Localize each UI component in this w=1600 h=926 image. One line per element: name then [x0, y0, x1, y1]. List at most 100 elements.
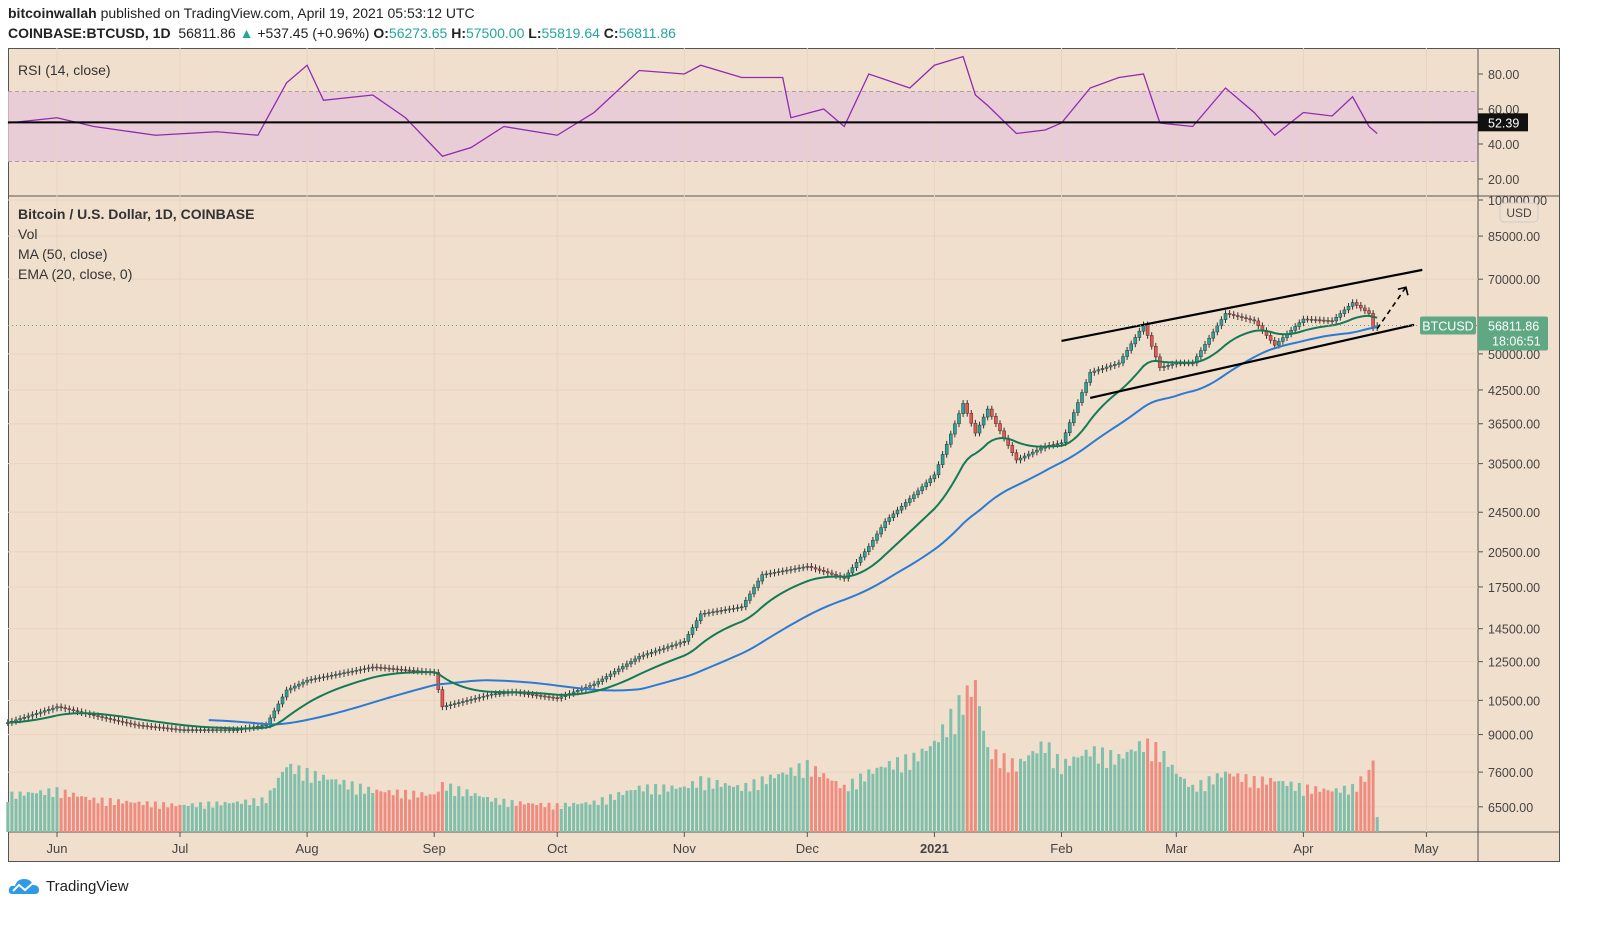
publish-info: bitcoinwallah published on TradingView.c… — [8, 5, 475, 21]
vol-legend[interactable]: Vol — [18, 226, 38, 242]
candle — [1268, 335, 1273, 341]
volume-bar — [10, 791, 14, 832]
volume-bar — [379, 791, 383, 832]
volume-bar — [875, 767, 879, 832]
rsi-legend[interactable]: RSI (14, close) — [18, 62, 111, 78]
candle — [715, 610, 719, 613]
candle — [1236, 315, 1240, 317]
volume-bar — [244, 799, 248, 832]
volume-bar — [1162, 750, 1166, 832]
projection-arrow — [1376, 286, 1407, 330]
candle — [543, 695, 547, 698]
candle — [1035, 449, 1039, 453]
volume-bar — [846, 791, 850, 832]
author[interactable]: bitcoinwallah — [8, 5, 97, 21]
candle — [1022, 455, 1027, 459]
candle — [96, 715, 100, 717]
ema-20-line — [7, 314, 1378, 730]
volume-bar — [346, 789, 350, 832]
y-tick-label: 85000.00 — [1488, 230, 1540, 244]
volume-bar — [785, 774, 789, 832]
volume-bar — [1051, 768, 1055, 832]
volume-bar — [822, 773, 826, 832]
volume-bar — [248, 805, 252, 832]
candle — [682, 641, 687, 643]
x-tick-label: Jun — [47, 841, 68, 856]
volume-bar — [789, 767, 793, 832]
tradingview-logo[interactable]: TradingView — [8, 876, 129, 896]
main-legend[interactable]: Bitcoin / U.S. Dollar, 1D, COINBASE — [18, 206, 255, 222]
candle — [678, 642, 682, 645]
volume-bar — [855, 789, 858, 832]
volume-bar — [338, 784, 342, 832]
ema-legend[interactable]: EMA (20, close, 0) — [18, 266, 133, 282]
candle — [908, 498, 912, 503]
candle — [272, 710, 277, 719]
volume-bar — [658, 794, 662, 832]
candle — [338, 673, 342, 675]
candle — [985, 408, 990, 418]
candle — [1330, 320, 1334, 322]
candle — [1026, 453, 1031, 457]
volume-bar — [117, 799, 120, 832]
candle — [284, 689, 289, 698]
volume-bar — [453, 795, 457, 832]
candle — [830, 572, 834, 575]
volume-bar — [957, 695, 961, 832]
volume-bar — [235, 801, 239, 832]
candle — [785, 569, 789, 572]
volume-bar — [867, 769, 871, 832]
candle — [190, 729, 195, 731]
volume-bar — [1322, 788, 1326, 832]
candle — [206, 729, 211, 731]
volume-bar — [978, 706, 981, 832]
volume-bar — [51, 797, 55, 832]
candle — [1256, 320, 1261, 327]
volume-bar — [502, 798, 506, 832]
candle — [42, 710, 47, 713]
volume-bar — [900, 772, 904, 832]
volume-bar — [908, 769, 912, 832]
volume-bar — [699, 776, 703, 832]
volume-bar — [1273, 781, 1277, 832]
volume-bar — [1043, 752, 1047, 832]
volume-bar — [674, 788, 678, 832]
candle — [1059, 442, 1064, 445]
candle — [1072, 412, 1076, 423]
candle — [149, 725, 154, 728]
candle — [588, 685, 592, 688]
volume-bar — [941, 724, 945, 832]
volume-bar — [986, 747, 990, 832]
candle — [1088, 372, 1092, 383]
volume-bar — [330, 779, 334, 832]
candle — [555, 697, 559, 699]
candle — [366, 667, 371, 670]
candle — [1318, 319, 1322, 322]
candle — [473, 698, 477, 700]
candle — [186, 729, 190, 731]
chart-frame[interactable] — [8, 48, 1560, 862]
volume-bar — [859, 773, 863, 832]
candle — [334, 674, 338, 676]
volume-bar — [1277, 781, 1281, 832]
candle — [59, 706, 63, 709]
symbol: COINBASE:BTCUSD, 1D — [8, 25, 171, 41]
candle — [895, 509, 900, 515]
x-tick-label: Mar — [1165, 841, 1188, 856]
volume-bar — [1371, 760, 1375, 832]
candle — [1301, 318, 1306, 324]
volume-bar — [1035, 753, 1039, 832]
volume-bar — [399, 798, 403, 832]
volume-bar — [609, 794, 612, 832]
ma-legend[interactable]: MA (50, close) — [18, 246, 108, 262]
candle — [1149, 335, 1154, 347]
candle — [662, 647, 666, 650]
volume-bar — [879, 766, 883, 832]
low-value: 55819.64 — [541, 25, 600, 41]
volume-bar — [535, 804, 539, 832]
volume-bar — [703, 790, 707, 832]
volume-bar — [203, 808, 207, 832]
candle — [1211, 331, 1215, 339]
candle — [452, 703, 457, 705]
